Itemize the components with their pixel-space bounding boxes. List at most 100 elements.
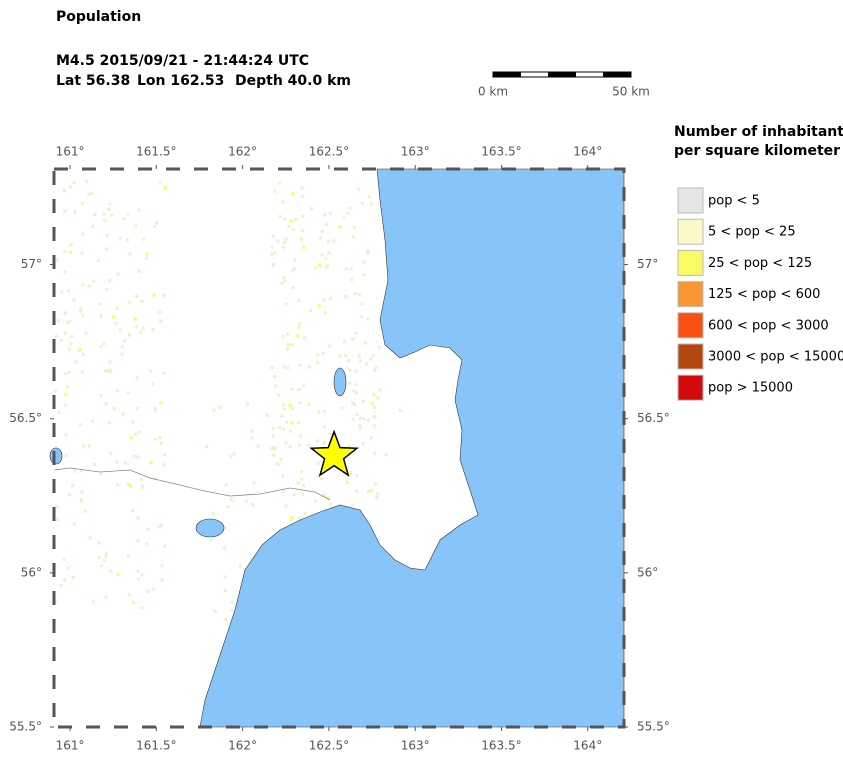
population-cell [272,262,276,266]
population-cell [59,338,63,342]
population-cell [127,300,131,304]
population-cell [238,564,242,568]
population-cell [73,469,77,473]
population-cell [139,331,143,335]
scale-end: 50 km [612,85,650,99]
population-cell [324,266,328,270]
population-cell [135,325,139,329]
population-cell [81,313,85,317]
lon-label: 161.5° [136,739,176,753]
population-cell [298,434,302,438]
population-cell [158,525,162,529]
legend-label: 600 < pop < 3000 [708,318,829,333]
population-cell [250,429,254,433]
population-cell [360,302,364,306]
population-cell [323,441,327,445]
population-cell [347,445,351,449]
population-cell [366,489,370,493]
population-cell [398,409,402,413]
population-cell [78,347,82,351]
epicenter [309,429,359,477]
lake [333,367,347,397]
population-cell [136,455,140,459]
legend-title: Number of inhabitants [674,124,843,140]
population-cell [313,499,317,503]
population-cell [213,609,217,613]
population-cell [316,361,320,365]
population-cell [159,441,163,445]
population-cell [153,477,157,481]
population-cell [153,437,157,441]
population-cell [282,403,286,407]
population-cell [136,577,140,581]
population-cell [316,461,320,465]
population-cell [297,387,301,391]
depth: Depth 40.0 km [235,73,351,89]
population-cell [321,229,325,233]
population-cell [87,284,91,288]
population-cell [344,295,348,299]
population-cell [322,409,326,413]
population-cell [128,252,132,256]
population-cell [372,424,376,428]
population-cell [376,396,380,400]
population-cell [344,267,348,271]
population-cell [300,477,304,481]
population-cell [72,298,76,302]
population-cell [366,251,370,255]
population-cell [70,484,74,488]
lon-label: 162.5° [309,739,349,753]
population-cell [309,309,313,313]
population-cell [55,518,59,522]
population-cell [80,370,84,374]
population-cell [125,238,129,242]
population-cell [131,509,135,513]
population-cell [62,578,66,582]
population-cell [79,307,83,311]
population-cell [350,278,354,282]
population-cell [281,427,285,431]
population-cell [145,542,149,546]
population-cell [66,321,70,325]
lat-label: 57° [637,257,658,271]
population-cell [317,474,321,478]
population-cell [128,484,132,488]
population-cell [342,215,346,219]
lat-label: 56° [637,565,658,579]
population-cell [366,317,370,321]
population-cell [115,389,119,393]
population-cell [280,414,284,418]
population-cell [324,257,328,261]
population-cell [152,293,156,297]
population-cell [68,319,72,323]
population-cell [112,315,116,319]
population-cell [349,470,353,474]
population-cell [145,252,149,256]
lat-label: 56.5° [637,411,670,425]
population-cell [366,418,370,422]
legend-label: 125 < pop < 600 [708,287,820,302]
population-cell [352,225,356,229]
population-cell [63,311,67,315]
population-cell [107,421,111,425]
population-cell [340,406,344,410]
population-cell [278,215,282,219]
lon-label: 164° [573,145,602,159]
population-cell [67,493,71,497]
population-cell [290,343,294,347]
population-cell [323,311,327,315]
population-cell [374,366,378,370]
population-cell [121,345,125,349]
population-cell [318,263,322,267]
lon-label: 162° [228,739,257,753]
population-cell [70,334,74,338]
population-cell [300,229,304,233]
population-cell [355,391,359,395]
population-cell [286,366,290,370]
population-cell [300,186,304,190]
population-cell [297,299,301,303]
population-cell [91,279,95,283]
legend-swatch [677,281,704,308]
legend-swatch [677,187,704,214]
